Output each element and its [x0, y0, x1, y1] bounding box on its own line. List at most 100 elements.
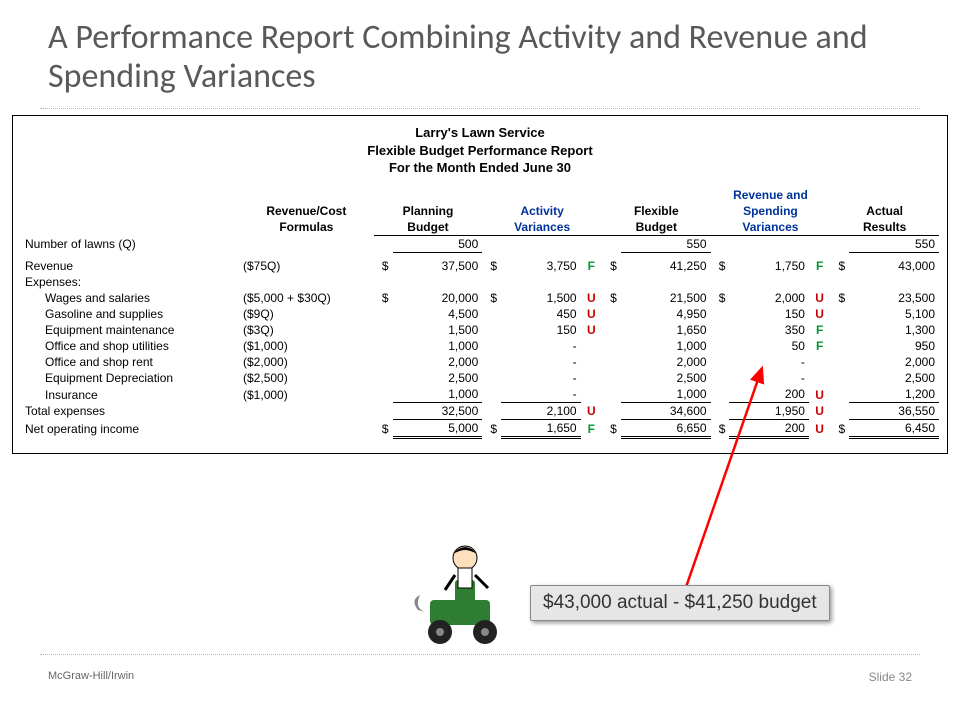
e7-plan: 1,000 [393, 386, 483, 403]
dollar-icon: $ [482, 290, 501, 306]
tot-act: 36,550 [849, 403, 939, 420]
e5-plan: 2,000 [393, 354, 483, 370]
dollar-icon: $ [602, 258, 621, 274]
e1-flex: 21,500 [621, 290, 711, 306]
e6-plan: 2,500 [393, 370, 483, 386]
e7-sfu: U [809, 386, 830, 403]
row-quantity: Number of lawns (Q) 500 550 550 [21, 235, 939, 252]
noi-plan: 5,000 [393, 420, 483, 438]
col-spending-b: Variances [711, 219, 831, 236]
e6-afu [581, 370, 602, 386]
dollar-icon: $ [482, 258, 501, 274]
performance-table: Revenue and Revenue/Cost Planning Activi… [21, 187, 939, 440]
e4-sfu: F [809, 338, 830, 354]
e3-sfu: F [809, 322, 830, 338]
e2-act: 5,100 [849, 306, 939, 322]
e3-act: 1,300 [849, 322, 939, 338]
q-plan: 500 [393, 235, 483, 252]
e1-plan: 20,000 [393, 290, 483, 306]
tot-label: Total expenses [21, 403, 239, 420]
callout-box: $43,000 actual - $41,250 budget [530, 585, 830, 621]
rev-sv-fu: F [809, 258, 830, 274]
e4-plan: 1,000 [393, 338, 483, 354]
e1-sv: 2,000 [729, 290, 809, 306]
e6-act: 2,500 [849, 370, 939, 386]
e2-plan: 4,500 [393, 306, 483, 322]
col-spending-a: Spending [711, 203, 831, 219]
col-formulas-a: Revenue/Cost [239, 203, 374, 219]
e3-flex: 1,650 [621, 322, 711, 338]
noi-av: 1,650 [501, 420, 581, 438]
slide-title: A Performance Report Combining Activity … [0, 0, 960, 106]
e2-sv: 150 [729, 306, 809, 322]
dollar-icon: $ [374, 420, 393, 438]
tot-afu: U [581, 403, 602, 420]
e2-afu: U [581, 306, 602, 322]
e6-formula: ($2,500) [239, 370, 374, 386]
e5-label: Office and shop rent [21, 354, 239, 370]
report-title: Flexible Budget Performance Report [21, 142, 939, 160]
e7-act: 1,200 [849, 386, 939, 403]
e3-sv: 350 [729, 322, 809, 338]
e3-av: 150 [501, 322, 581, 338]
q-flex: 550 [621, 235, 711, 252]
e3-afu: U [581, 322, 602, 338]
e4-label: Office and shop utilities [21, 338, 239, 354]
row-expenses-header: Expenses: [21, 274, 939, 290]
header-row-1: Revenue/Cost Planning Activity Flexible … [21, 203, 939, 219]
rev-label: Revenue [21, 258, 239, 274]
col-flexible-a: Flexible [602, 203, 711, 219]
e2-label: Gasoline and supplies [21, 306, 239, 322]
e4-afu [581, 338, 602, 354]
e6-sv: - [729, 370, 809, 386]
row-e2: Gasoline and supplies ($9Q) 4,500 450U 4… [21, 306, 939, 322]
dollar-icon: $ [830, 258, 849, 274]
e6-label: Equipment Depreciation [21, 370, 239, 386]
e7-sv: 200 [729, 386, 809, 403]
col-spending-0: Revenue and [711, 187, 831, 203]
header-row-2: Formulas Budget Variances Budget Varianc… [21, 219, 939, 236]
footer-rule [40, 654, 920, 655]
e3-label: Equipment maintenance [21, 322, 239, 338]
expenses-header: Expenses: [21, 274, 239, 290]
e1-afu: U [581, 290, 602, 306]
e5-sv: - [729, 354, 809, 370]
callout-text: $43,000 actual - $41,250 budget [543, 592, 817, 613]
col-flexible-b: Budget [602, 219, 711, 236]
dollar-icon: $ [602, 290, 621, 306]
rev-av-fu: F [581, 258, 602, 274]
e5-formula: ($2,000) [239, 354, 374, 370]
dollar-icon: $ [482, 420, 501, 438]
rev-plan: 37,500 [393, 258, 483, 274]
e6-av: - [501, 370, 581, 386]
e2-av: 450 [501, 306, 581, 322]
noi-act: 6,450 [849, 420, 939, 438]
e1-av: 1,500 [501, 290, 581, 306]
e6-flex: 2,500 [621, 370, 711, 386]
row-e4: Office and shop utilities ($1,000) 1,000… [21, 338, 939, 354]
company-name: Larry's Lawn Service [21, 124, 939, 142]
header-row-0: Revenue and [21, 187, 939, 203]
e2-sfu: U [809, 306, 830, 322]
e7-label: Insurance [21, 386, 239, 403]
col-planning-a: Planning [374, 203, 483, 219]
dollar-icon: $ [711, 290, 730, 306]
col-formulas-b: Formulas [239, 219, 374, 236]
col-activity-b: Variances [482, 219, 602, 236]
e7-av: - [501, 386, 581, 403]
row-e6: Equipment Depreciation ($2,500) 2,500 - … [21, 370, 939, 386]
noi-label: Net operating income [21, 420, 239, 438]
noi-sfu: U [809, 420, 830, 438]
e5-afu [581, 354, 602, 370]
report-header: Larry's Lawn Service Flexible Budget Per… [21, 124, 939, 177]
e2-flex: 4,950 [621, 306, 711, 322]
e4-formula: ($1,000) [239, 338, 374, 354]
col-actual-b: Results [830, 219, 939, 236]
tot-plan: 32,500 [393, 403, 483, 420]
tot-sfu: U [809, 403, 830, 420]
e4-av: - [501, 338, 581, 354]
e1-formula: ($5,000 + $30Q) [239, 290, 374, 306]
dollar-icon: $ [830, 420, 849, 438]
noi-sv: 200 [729, 420, 809, 438]
row-e5: Office and shop rent ($2,000) 2,000 - 2,… [21, 354, 939, 370]
